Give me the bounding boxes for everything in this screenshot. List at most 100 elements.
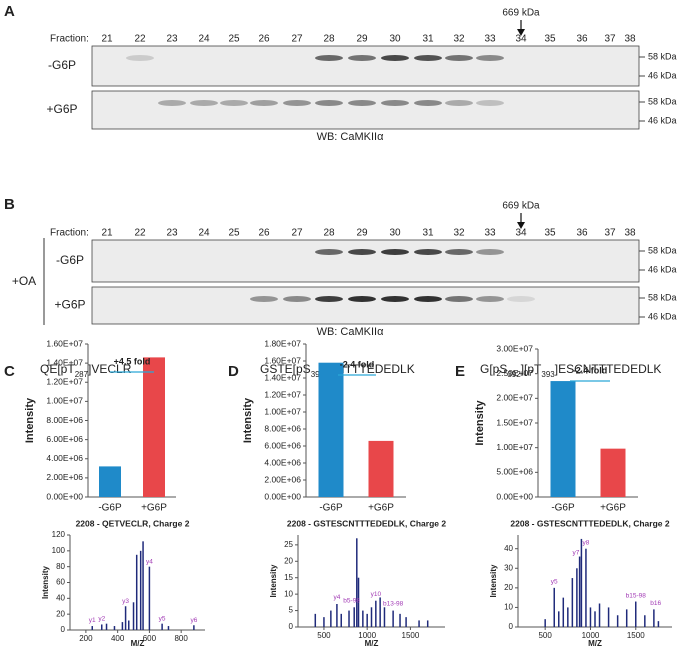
y-tick-label: 2.00E+07 [496,393,533,403]
marker-size: 58 kDa [648,245,677,255]
y-tick-label: 10 [504,603,513,612]
annotation: +4.5 fold [114,356,151,366]
band [220,100,248,106]
x-tick-label: 800 [174,634,188,643]
peak-label: y5 [551,579,558,586]
y-tick-label: 5.00E+06 [496,467,533,477]
fraction-number: 37 [604,228,616,239]
band [476,296,504,302]
chart-title: GSTE[pS395]CNTTTEDEDLK [260,362,415,378]
x-tick-label: +G6P [600,503,626,514]
band [315,249,343,255]
y-tick-label: 25 [284,540,293,549]
marker-size: 46 kDa [648,264,677,274]
y-tick-label: 20 [284,556,293,565]
annotation: -2.4 fold [573,365,608,375]
fraction-number: 26 [258,228,270,239]
peak-label: b5-98 [343,597,360,604]
x-axis-label: M/Z [131,639,145,648]
fraction-number: 30 [389,228,401,239]
fraction-number: 21 [101,34,113,45]
fraction-number: 31 [422,34,434,45]
fraction-number: 22 [134,34,146,45]
peak-label: b15-98 [626,592,647,599]
x-axis-label: M/Z [588,639,602,648]
band [507,296,535,302]
band [283,100,311,106]
y-tick-label: 60 [56,578,65,587]
blot-image [91,90,640,130]
y-tick-label: 8.00E+06 [46,415,83,425]
band [414,100,442,106]
panel-label: A [4,3,15,20]
peak-label: y4 [333,594,340,601]
title-part: ]CNTTTEDEDLK [324,362,415,376]
peak-label: y4 [146,559,153,566]
peak-label: y7 [573,549,580,556]
fraction-number: 25 [228,34,240,45]
fraction-number: 38 [624,228,636,239]
chart-title: QE[pT287]VECLR [40,362,132,378]
x-tick-label: 1000 [358,631,376,640]
y-tick-label: 100 [52,546,66,555]
y-axis-label: Intensity [242,397,254,443]
title-part: GSTE[pS [260,362,311,376]
panel-label: C [4,363,15,380]
fraction-number: 27 [291,228,303,239]
fraction-number: 31 [422,228,434,239]
y-tick-label: 0.00E+00 [264,491,301,501]
y-tick-label: 120 [52,530,66,539]
y-tick-label: 30 [504,563,513,572]
blot-image [91,45,640,87]
y-tick-label: 6.00E+06 [264,440,301,450]
marker-size: 46 kDa [648,311,677,321]
spectrum-title: 2208 - QETVECLR, Charge 2 [76,518,190,528]
y-tick-label: 1.40E+07 [46,357,83,367]
x-tick-label: 500 [317,631,331,640]
marker-size: 58 kDa [648,96,677,106]
peak-label: y2 [98,616,105,623]
fraction-number: 30 [389,34,401,45]
y-tick-label: 1.80E+07 [264,338,301,348]
spectrum-title: 2208 - GSTESCNTTTEDEDLK, Charge 2 [510,518,669,528]
peak-label: y8 [583,540,590,547]
blot-image [91,239,640,283]
x-tick-label: 1500 [627,631,645,640]
x-axis-label: M/Z [365,639,379,648]
x-tick-label: -G6P [98,503,122,514]
fraction-number: 24 [198,34,210,45]
fraction-number: 21 [101,228,113,239]
antibody: WB: CaMKIIα [317,326,385,338]
y-axis-label: Intensity [269,564,278,597]
fraction-number: 23 [166,228,178,239]
fraction-label: Fraction: [50,34,89,45]
blot-image [91,286,640,325]
band [414,55,442,61]
y-tick-label: 6.00E+06 [46,434,83,444]
fraction-number: 25 [228,228,240,239]
title-part: 395 [311,370,325,379]
fraction-label: Fraction: [50,228,89,239]
y-axis-label: Intensity [489,564,498,597]
fraction-number: 38 [624,34,636,45]
annotation: -2.4 fold [340,359,375,369]
x-tick-label: -G6P [319,503,343,514]
y-tick-label: 4.00E+06 [264,457,301,467]
marker-arrowhead [517,222,525,229]
x-tick-label: +G6P [141,503,167,514]
band [190,100,218,106]
y-tick-label: 1.60E+07 [264,355,301,365]
peak-label: b16 [650,600,661,607]
band [315,296,343,302]
fraction-number: 32 [453,34,465,45]
fraction-number: 28 [323,228,335,239]
fraction-number: 35 [544,228,556,239]
band [476,55,504,61]
y-tick-label: 20 [56,609,65,618]
title-part: ]VECLR [88,362,132,376]
panel-label: B [4,196,15,213]
bar [600,448,626,497]
marker-size: 46 kDa [648,70,677,80]
marker-size: 58 kDa [648,292,677,302]
band [158,100,186,106]
